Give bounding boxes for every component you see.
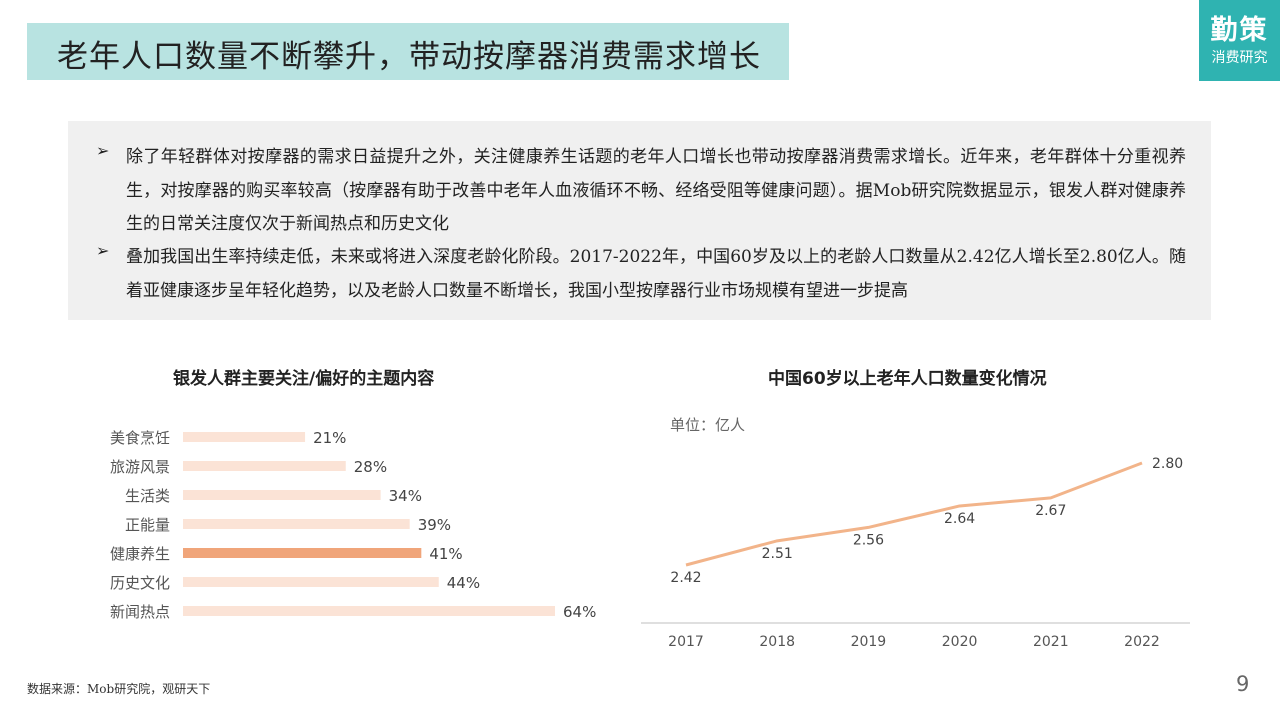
line-value-label: 2.56 bbox=[853, 532, 884, 548]
bar bbox=[183, 606, 555, 616]
summary-bullet-text: 叠加我国出生率持续走低，未来或将进入深度老龄化阶段。2017-2022年，中国6… bbox=[126, 247, 1186, 301]
x-tick-label: 2020 bbox=[942, 634, 978, 650]
page-number: 9 bbox=[1236, 672, 1250, 696]
bar-value-label: 21% bbox=[313, 429, 346, 447]
bar-value-label: 28% bbox=[354, 458, 387, 476]
x-tick-label: 2017 bbox=[668, 634, 704, 650]
bar-category-label: 历史文化 bbox=[110, 574, 170, 592]
bullet-arrow-icon: ➢ bbox=[96, 241, 110, 260]
bullet-arrow-icon: ➢ bbox=[96, 141, 110, 160]
line-chart-title: 中国60岁以上老年人口数量变化情况 bbox=[768, 369, 1047, 389]
bar-category-label: 正能量 bbox=[125, 516, 170, 534]
line-value-label: 2.64 bbox=[944, 511, 975, 527]
bar bbox=[183, 432, 306, 442]
summary-bullet-text: 除了年轻群体对按摩器的需求日益提升之外，关注健康养生话题的老年人口增长也带动按摩… bbox=[126, 147, 1186, 234]
page-title: 老年人口数量不断攀升，带动按摩器消费需求增长 bbox=[57, 39, 761, 75]
data-source: 数据来源：Mob研究院，观研天下 bbox=[27, 682, 211, 696]
x-tick-label: 2019 bbox=[851, 634, 887, 650]
line-value-label: 2.80 bbox=[1152, 456, 1183, 472]
bar bbox=[183, 577, 439, 587]
bar-chart: 美食烹饪 21% 旅游风景 28% 生活类 34% 正能量 39% 健康养生 41% 历史文化 44%… bbox=[110, 429, 596, 621]
line-chart: 2.42 2017 2.51 2018 2.56 2019 2.64 2020 2.67 2021… bbox=[641, 456, 1190, 650]
bar-chart-title: 银发人群主要关注/偏好的主题内容 bbox=[173, 369, 435, 389]
bar bbox=[183, 461, 346, 471]
bar-category-label: 新闻热点 bbox=[110, 603, 170, 621]
bar bbox=[183, 548, 422, 558]
bar-category-label: 美食烹饪 bbox=[110, 429, 170, 447]
bar bbox=[183, 490, 381, 500]
bar-category-label: 健康养生 bbox=[110, 545, 170, 563]
x-tick-label: 2018 bbox=[759, 634, 795, 650]
line-value-label: 2.67 bbox=[1035, 503, 1066, 519]
logo-sub-text: 消费研究 bbox=[1211, 50, 1268, 66]
bar-value-label: 64% bbox=[563, 603, 596, 621]
bar-value-label: 34% bbox=[389, 487, 422, 505]
title-bar: 老年人口数量不断攀升，带动按摩器消费需求增长 bbox=[27, 23, 789, 80]
bar-value-label: 39% bbox=[418, 516, 451, 534]
line-value-label: 2.51 bbox=[762, 546, 793, 562]
line-chart-unit: 单位：亿人 bbox=[670, 416, 746, 434]
summary-box: ➢ 除了年轻群体对按摩器的需求日益提升之外，关注健康养生话题的老年人口增长也带动… bbox=[68, 121, 1211, 320]
series-line bbox=[685, 461, 1143, 567]
brand-logo: 勤策 消费研究 bbox=[1199, 0, 1280, 81]
x-tick-label: 2021 bbox=[1033, 634, 1069, 650]
bar-category-label: 生活类 bbox=[125, 487, 170, 505]
bar bbox=[183, 519, 410, 529]
logo-main-text: 勤策 bbox=[1210, 15, 1269, 46]
bar-value-label: 44% bbox=[447, 574, 480, 592]
bar-value-label: 41% bbox=[429, 545, 462, 563]
line-value-label: 2.42 bbox=[670, 570, 701, 586]
x-tick-label: 2022 bbox=[1124, 634, 1160, 650]
bar-category-label: 旅游风景 bbox=[110, 458, 170, 476]
